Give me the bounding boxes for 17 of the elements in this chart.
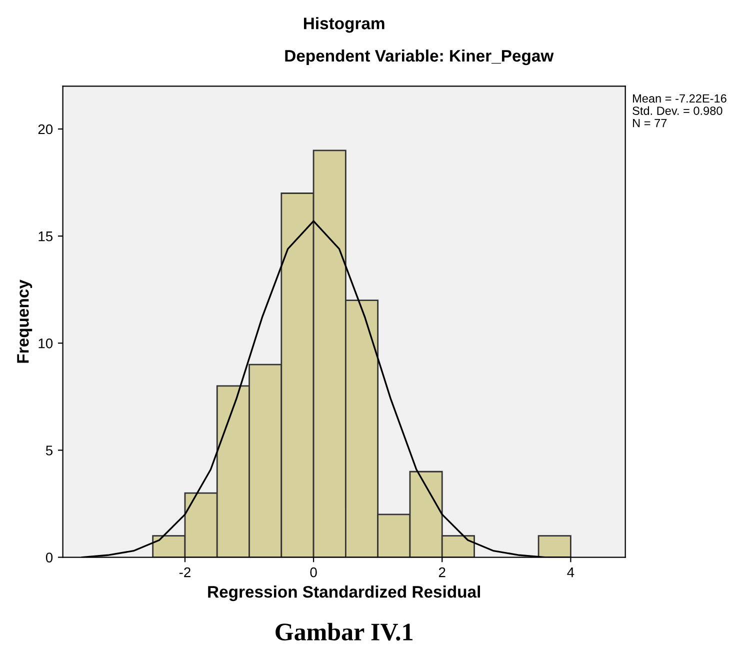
text: Mean = -7.22E-16	[633, 94, 726, 103]
y-tick-label: 15	[38, 232, 53, 242]
y-tick-label: 0	[46, 552, 53, 562]
x-tick-label: 4	[567, 568, 574, 578]
x-axis-title: Regression Standardized Residual	[208, 586, 480, 602]
text: Std. Dev. = 0.980	[632, 106, 722, 115]
chart-title: Histogram	[304, 17, 384, 33]
y-tick-label: 20	[38, 124, 53, 134]
x-tick-label: 0	[310, 567, 317, 578]
y-axis-title: Frequency	[17, 280, 32, 363]
chart-subtitle: Dependent Variable: Kiner_Pegaw	[285, 49, 554, 66]
y-tick-label: 5	[46, 446, 53, 456]
x-tick-label: -2	[179, 567, 190, 578]
text: Gambar IV.1	[276, 622, 412, 641]
y-tick-label: 10	[38, 338, 53, 348]
text: N = 77	[633, 119, 667, 128]
x-tick-label: 2	[438, 567, 446, 578]
